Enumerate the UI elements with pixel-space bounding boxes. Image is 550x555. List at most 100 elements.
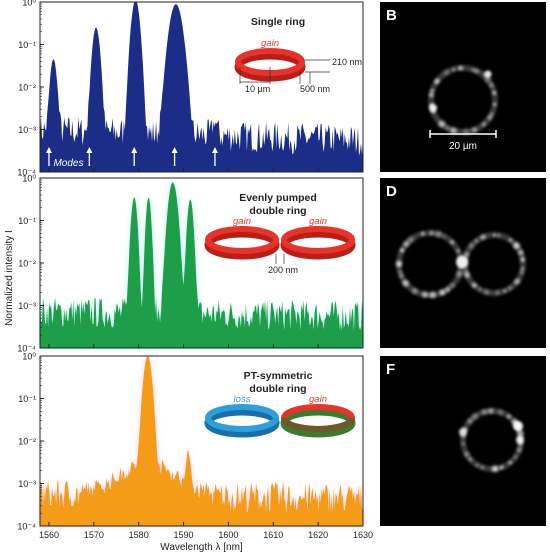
y-tick-label: 10⁻²: [18, 83, 36, 93]
emission-spot: [479, 233, 488, 242]
emission-spot: [398, 272, 405, 280]
emission-spot: [479, 464, 485, 470]
emission-spot: [449, 239, 456, 246]
ring-top: [281, 226, 355, 254]
emission-spot: [482, 288, 491, 296]
ring-label-gain: gain: [233, 216, 251, 227]
emission-spot: [433, 229, 444, 240]
microscope-images: B 20 µm D F: [380, 2, 546, 526]
emission-spot: [515, 446, 523, 454]
emission-spot: [463, 450, 471, 459]
hotspot: [429, 104, 437, 112]
spectrum-panel-c: 10⁰ 10⁻¹ 10⁻² 10⁻³ 10⁻⁴ C Evenly pumpeddouble …: [17, 174, 364, 354]
emission-spot: [480, 407, 489, 417]
hotspot: [516, 436, 524, 444]
hotspot: [459, 428, 467, 436]
y-tick-label: 10⁻³: [18, 301, 36, 311]
scale-bar-label: 20 µm: [449, 141, 477, 152]
ring-gain: gain: [204, 216, 280, 260]
emission-spot: [405, 234, 416, 245]
y-tick-label: 10⁻¹: [18, 394, 36, 404]
emission-spot: [472, 66, 481, 75]
emission-spot: [485, 113, 494, 122]
emission-spot: [508, 237, 513, 243]
ring-loss: loss: [204, 394, 280, 438]
y-tick-label: 10⁻²: [18, 437, 36, 447]
mode-arrow-head: [86, 147, 93, 153]
emission-spot: [492, 232, 497, 238]
mode-arrow-head: [211, 147, 218, 153]
panel-title: PT-symmetric: [244, 370, 313, 382]
ring-label-loss: loss: [234, 394, 251, 405]
dim-label-width: 500 nm: [300, 84, 330, 94]
emission-spot: [461, 441, 466, 446]
ring-gain: gain: [280, 216, 356, 260]
shared-axes: 1560 1570 1580 1590 1600 1610 1620 1630 Waveleng…: [4, 230, 373, 553]
emission-spot: [496, 408, 505, 417]
image-letter-f: F: [386, 361, 395, 378]
emission-spot: [457, 64, 465, 72]
emission-spot: [477, 286, 483, 292]
x-tick-label: 1630: [353, 530, 373, 540]
y-tick-label: 10⁻⁴: [17, 168, 36, 178]
emission-spot: [448, 125, 459, 136]
image-letter-d: D: [386, 183, 397, 200]
emission-spot: [442, 68, 451, 77]
y-tick-label: 10⁰: [22, 0, 36, 8]
y-tick-label: 10⁰: [22, 352, 36, 362]
panel-title: double ring: [249, 205, 306, 217]
ring-top: [205, 226, 279, 254]
emission-spot: [441, 234, 447, 239]
emission-spot: [454, 268, 465, 279]
y-tick-label: 10⁻²: [18, 259, 36, 269]
y-tick-label: 10⁻¹: [18, 216, 36, 226]
x-tick-label: 1610: [263, 530, 283, 540]
emission-spot: [492, 102, 497, 107]
emission-spot: [470, 411, 480, 422]
emission-spot: [420, 231, 426, 237]
ring-spots: [459, 406, 526, 474]
emission-spot: [496, 232, 502, 239]
emission-spot: [463, 268, 469, 274]
mode-arrow-head: [45, 147, 52, 153]
emission-spot: [451, 67, 456, 72]
y-tick-label: 10⁻³: [18, 479, 36, 489]
emission-spot: [420, 290, 430, 300]
mode-arrow-head: [171, 147, 178, 153]
x-tick-label: 1600: [218, 530, 238, 540]
mode-arrow-head: [131, 147, 138, 153]
emission-spot: [512, 454, 519, 460]
emission-spot: [512, 277, 522, 286]
dim-label-radius: 10 µm: [245, 84, 270, 94]
y-tick-label: 10⁻³: [18, 125, 36, 135]
emission-spot: [399, 247, 406, 254]
panel-letter-c: C: [45, 181, 56, 198]
spectrum-plots: 10⁰ 10⁻¹ 10⁻² 10⁻³ 10⁻⁴ A Single ring gain 210 n…: [17, 0, 364, 532]
emission-spot: [490, 463, 500, 474]
emission-spot: [394, 259, 404, 269]
emission-spot: [410, 286, 420, 296]
ring-top-mixed: [281, 417, 355, 432]
ring-label-gain: gain: [309, 216, 327, 227]
x-tick-label: 1590: [174, 530, 194, 540]
image-panel-d: D: [380, 178, 546, 348]
y-tick-label: 10⁰: [22, 174, 36, 184]
ring-spots: [394, 229, 527, 300]
y-tick-label: 10⁻⁴: [17, 522, 36, 532]
panel-letter-e: E: [45, 359, 55, 376]
y-axis-label: Normalized intensity I: [4, 230, 15, 326]
emission-spot: [473, 238, 480, 244]
y-tick-label: 10⁻⁴: [17, 344, 36, 354]
emission-spot: [498, 464, 505, 471]
emission-spot: [487, 81, 495, 89]
emission-spot: [502, 288, 508, 294]
emission-spot: [436, 118, 447, 130]
image-letter-b: B: [386, 7, 397, 24]
emission-spot: [480, 120, 488, 128]
hotspot: [484, 70, 492, 78]
panel-title: Evenly pumped: [239, 192, 317, 204]
emission-spot: [493, 289, 502, 297]
dim-label-height: 210 nm: [332, 57, 362, 67]
emission-spot: [516, 248, 525, 257]
